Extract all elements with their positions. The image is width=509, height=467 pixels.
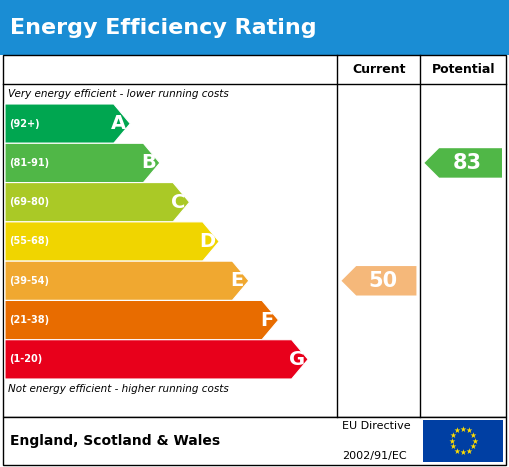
Text: E: E xyxy=(231,271,244,290)
Polygon shape xyxy=(5,261,249,300)
Text: G: G xyxy=(289,350,305,369)
Text: ★: ★ xyxy=(449,431,457,439)
Text: England, Scotland & Wales: England, Scotland & Wales xyxy=(10,434,220,448)
Text: ★: ★ xyxy=(448,437,455,446)
Text: F: F xyxy=(260,311,273,330)
Bar xyxy=(423,420,503,462)
Text: ★: ★ xyxy=(470,431,477,439)
Polygon shape xyxy=(5,183,189,222)
Bar xyxy=(3,55,506,417)
Text: ★: ★ xyxy=(460,425,467,434)
Text: Very energy efficient - lower running costs: Very energy efficient - lower running co… xyxy=(8,89,229,99)
Text: ★: ★ xyxy=(471,437,478,446)
Text: C: C xyxy=(171,193,185,212)
Text: D: D xyxy=(200,232,216,251)
Polygon shape xyxy=(425,148,502,177)
Bar xyxy=(3,417,506,465)
Text: B: B xyxy=(141,154,156,172)
Polygon shape xyxy=(5,300,278,340)
Text: ★: ★ xyxy=(470,442,477,452)
Text: (81-91): (81-91) xyxy=(9,158,49,168)
Text: A: A xyxy=(111,114,126,133)
Text: (55-68): (55-68) xyxy=(9,236,49,247)
Text: (92+): (92+) xyxy=(9,119,40,128)
Text: ★: ★ xyxy=(454,446,461,456)
Text: EU Directive: EU Directive xyxy=(343,421,411,431)
Text: ★: ★ xyxy=(466,446,472,456)
Text: Not energy efficient - higher running costs: Not energy efficient - higher running co… xyxy=(8,384,229,394)
Text: (69-80): (69-80) xyxy=(9,197,49,207)
Text: Current: Current xyxy=(352,63,406,76)
Polygon shape xyxy=(5,340,308,379)
Text: 50: 50 xyxy=(369,271,398,291)
Text: (21-38): (21-38) xyxy=(9,315,49,325)
Text: (1-20): (1-20) xyxy=(9,354,42,364)
Polygon shape xyxy=(342,266,416,296)
Text: (39-54): (39-54) xyxy=(9,276,49,286)
Text: 2002/91/EC: 2002/91/EC xyxy=(343,451,407,461)
Polygon shape xyxy=(5,104,130,143)
Text: ★: ★ xyxy=(454,426,461,435)
Bar xyxy=(0,0,509,55)
Text: ★: ★ xyxy=(449,442,457,452)
Text: 83: 83 xyxy=(453,153,482,173)
Text: ★: ★ xyxy=(466,426,472,435)
Text: ★: ★ xyxy=(460,448,467,457)
Polygon shape xyxy=(5,143,160,183)
Text: Energy Efficiency Rating: Energy Efficiency Rating xyxy=(10,17,317,37)
Text: Potential: Potential xyxy=(432,63,495,76)
Polygon shape xyxy=(5,222,219,261)
